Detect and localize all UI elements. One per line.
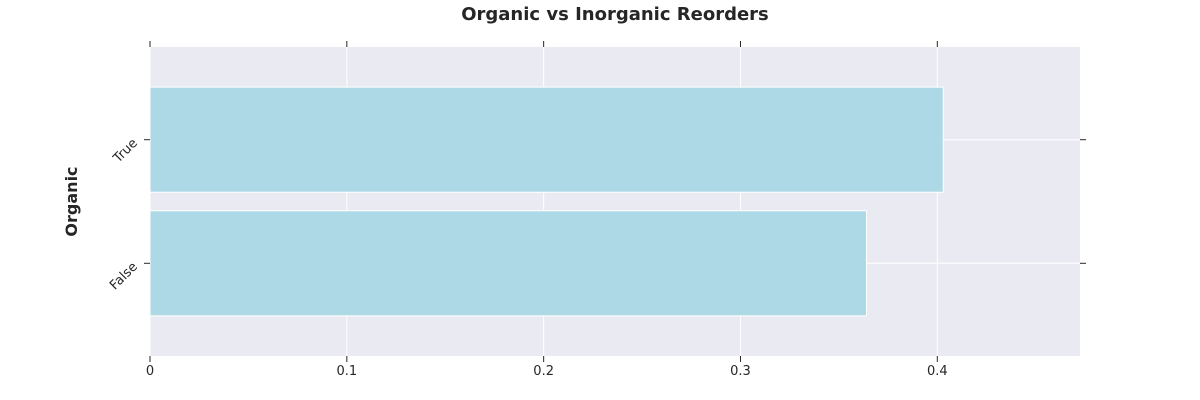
bars-layer: [149, 86, 944, 317]
x-tick-label: 0.4: [927, 364, 948, 379]
x-tick-label: 0.1: [336, 364, 357, 379]
x-tick-label: 0.3: [730, 364, 751, 379]
y-tick-label: True: [110, 136, 141, 167]
bar-true: [149, 86, 944, 193]
bar-false: [149, 210, 867, 317]
y-tick-label: False: [107, 260, 141, 294]
x-tick-label: 0: [146, 364, 154, 379]
y-axis-label: Organic: [62, 166, 81, 236]
chart-title: Organic vs Inorganic Reorders: [461, 4, 769, 25]
x-tick-label: 0.2: [533, 364, 554, 379]
